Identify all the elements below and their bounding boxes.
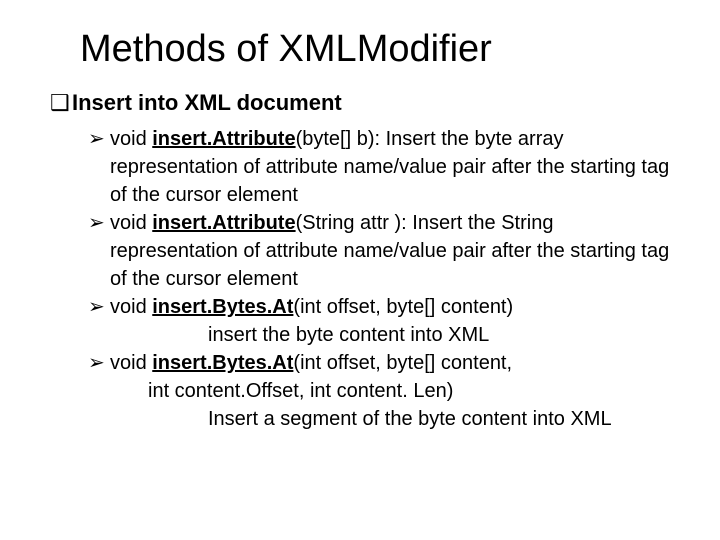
arrow-bullet-icon: ➢	[88, 349, 110, 377]
method-signature: (int offset, byte[] content,	[293, 352, 512, 374]
item-text: void insert.Attribute(String attr ): Ins…	[110, 209, 680, 293]
item-continuation: Insert a segment of the byte content int…	[208, 405, 680, 433]
list-item: ➢ void insert.Bytes.At(int offset, byte[…	[88, 349, 680, 377]
arrow-bullet-icon: ➢	[88, 293, 110, 321]
item-tail: int content.Offset, int content. Len)	[148, 377, 680, 405]
method-name: insert.Attribute	[152, 128, 295, 150]
method-signature: (int offset, byte[] content)	[293, 296, 513, 318]
arrow-bullet-icon: ➢	[88, 209, 110, 237]
list-item: ➢ void insert.Bytes.At(int offset, byte[…	[88, 293, 680, 321]
method-list: ➢ void insert.Attribute(byte[] b): Inser…	[88, 125, 680, 433]
slide-title: Methods of XMLModifier	[50, 28, 680, 71]
list-item: ➢ void insert.Attribute(byte[] b): Inser…	[88, 125, 680, 209]
item-continuation: insert the byte content into XML	[208, 321, 680, 349]
item-text: void insert.Attribute(byte[] b): Insert …	[110, 125, 680, 209]
arrow-bullet-icon: ➢	[88, 125, 110, 153]
square-bullet-icon: ❑	[50, 89, 72, 117]
section-heading-row: ❑ Insert into XML document	[50, 89, 680, 117]
return-type: void	[110, 352, 152, 374]
method-name: insert.Attribute	[152, 212, 295, 234]
section-heading: Insert into XML document	[72, 89, 342, 117]
return-type: void	[110, 212, 152, 234]
method-name: insert.Bytes.At	[152, 296, 293, 318]
item-text: void insert.Bytes.At(int offset, byte[] …	[110, 293, 513, 321]
item-text: void insert.Bytes.At(int offset, byte[] …	[110, 349, 512, 377]
return-type: void	[110, 128, 152, 150]
method-name: insert.Bytes.At	[152, 352, 293, 374]
list-item: ➢ void insert.Attribute(String attr ): I…	[88, 209, 680, 293]
return-type: void	[110, 296, 152, 318]
